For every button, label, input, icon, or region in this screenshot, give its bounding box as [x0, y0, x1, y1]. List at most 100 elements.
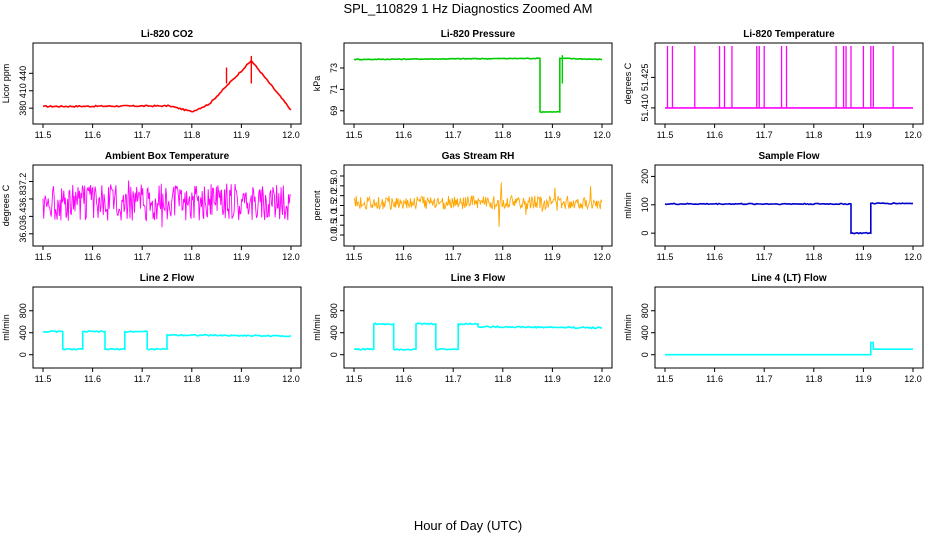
- y-tick-label: 36.8: [18, 190, 28, 208]
- y-tick-label: 69: [329, 106, 339, 116]
- panel-1: Li-820 CO2 Licor ppm 11.5 11.6 11.7 11.8 11.9 1…: [1, 29, 302, 140]
- x-tick-label: 11.5: [657, 374, 674, 384]
- y-tick-label: 0: [329, 352, 339, 357]
- x-tick-label: 11.8: [805, 374, 822, 384]
- x-tick-label: 11.6: [706, 374, 723, 384]
- y-tick-label: 200: [640, 169, 650, 184]
- y-tick-label: 0: [640, 231, 650, 236]
- plot-frame: [32, 164, 302, 247]
- x-tick-label: 11.8: [183, 374, 200, 384]
- x-tick-label: 12.0: [904, 374, 922, 384]
- x-tick-label: 11.5: [35, 130, 52, 140]
- x-tick-label: 11.6: [395, 130, 412, 140]
- panel-title: Line 4 (LT) Flow: [751, 273, 827, 284]
- y-tick-label: 0.5: [329, 219, 339, 232]
- x-tick-label: 12.0: [904, 252, 922, 262]
- x-tick-label: 11.9: [233, 130, 250, 140]
- x-tick-label: 12.0: [593, 130, 611, 140]
- x-tick-label: 11.8: [183, 252, 200, 262]
- panel-title: Line 3 Flow: [451, 273, 506, 284]
- x-axis-caption: Hour of Day (UTC): [413, 518, 523, 533]
- x-tick-label: 11.8: [494, 130, 511, 140]
- x-tick-label: 11.8: [805, 130, 822, 140]
- x-tick-label: 11.6: [84, 252, 101, 262]
- panel-title: Li-820 Temperature: [743, 29, 835, 40]
- series-line: [353, 182, 603, 228]
- series-line: [664, 202, 914, 235]
- y-tick-label: 800: [640, 303, 650, 318]
- plot-frame: [32, 42, 302, 125]
- y-axis-label: ml/min: [1, 314, 11, 341]
- y-tick-label: 380: [18, 101, 28, 116]
- y-tick-label: 37.2: [18, 173, 28, 191]
- x-tick-label: 12.0: [593, 374, 611, 384]
- y-axis-label: degrees C: [1, 184, 11, 226]
- series-line: [42, 180, 292, 228]
- x-tick-label: 11.9: [855, 374, 872, 384]
- x-tick-label: 11.5: [346, 252, 363, 262]
- figure-title: SPL_110829 1 Hz Diagnostics Zoomed AM: [343, 1, 593, 16]
- x-tick-label: 11.6: [84, 130, 101, 140]
- x-tick-label: 12.0: [904, 130, 922, 140]
- x-tick-label: 11.7: [445, 374, 462, 384]
- panel-title: Li-820 CO2: [141, 29, 194, 40]
- y-tick-label: 0: [640, 352, 650, 357]
- panel-4: Ambient Box Temperature degrees C 11.5 11.6…: [1, 151, 302, 262]
- panel-9: Line 4 (LT) Flow ml/min 11.5 11.6 11.7 11.8 11…: [623, 273, 924, 384]
- plot-frame: [343, 286, 613, 369]
- x-tick-label: 11.6: [84, 374, 101, 384]
- panel-title: Gas Stream RH: [442, 151, 515, 162]
- y-tick-label: 800: [329, 303, 339, 318]
- y-tick-label: 2.0: [329, 189, 339, 202]
- x-tick-label: 11.7: [134, 374, 151, 384]
- x-tick-label: 11.6: [706, 130, 723, 140]
- y-tick-label: 410: [18, 83, 28, 98]
- x-tick-label: 12.0: [282, 130, 300, 140]
- x-tick-label: 11.9: [544, 130, 561, 140]
- plot-frame: [654, 286, 924, 369]
- y-tick-label: 2.5: [329, 180, 339, 193]
- x-tick-label: 11.5: [657, 252, 674, 262]
- y-axis-label: degrees C: [623, 62, 633, 104]
- y-tick-label: 71: [329, 84, 339, 94]
- x-tick-label: 11.9: [855, 252, 872, 262]
- x-tick-label: 11.6: [395, 252, 412, 262]
- x-tick-label: 11.5: [35, 252, 52, 262]
- y-tick-label: 400: [18, 325, 28, 340]
- y-tick-label: 100: [640, 197, 650, 212]
- panel-title: Ambient Box Temperature: [105, 151, 230, 162]
- x-tick-label: 11.7: [756, 130, 773, 140]
- x-tick-label: 11.9: [544, 252, 561, 262]
- series-line: [42, 330, 292, 351]
- panel-title: Sample Flow: [758, 151, 819, 162]
- x-tick-label: 11.7: [756, 374, 773, 384]
- x-tick-label: 11.7: [445, 252, 462, 262]
- panel-7: Line 2 Flow ml/min 11.5 11.6 11.7 11.8 11.9 12.…: [1, 273, 302, 384]
- x-tick-label: 11.6: [706, 252, 723, 262]
- x-tick-label: 12.0: [282, 374, 300, 384]
- x-tick-label: 11.5: [657, 130, 674, 140]
- series-line: [42, 59, 292, 113]
- x-tick-label: 11.9: [544, 374, 561, 384]
- y-tick-label: 36.0: [18, 225, 28, 243]
- plot-frame: [32, 286, 302, 369]
- x-tick-label: 11.9: [233, 374, 250, 384]
- x-tick-label: 11.5: [346, 374, 363, 384]
- y-axis-label: ml/min: [623, 314, 633, 341]
- x-tick-label: 11.8: [183, 130, 200, 140]
- y-tick-label: 36.4: [18, 208, 28, 226]
- x-tick-label: 11.9: [233, 252, 250, 262]
- x-tick-label: 12.0: [593, 252, 611, 262]
- x-tick-label: 11.6: [395, 374, 412, 384]
- panel-3: Li-820 Temperature degrees C 11.5 11.6 11.7 1…: [623, 29, 924, 140]
- series-line: [353, 322, 603, 351]
- y-tick-label: 400: [329, 325, 339, 340]
- plot-frame: [654, 42, 924, 125]
- series-line: [353, 57, 602, 114]
- y-tick-label: 51.425: [640, 64, 650, 92]
- panel-title: Line 2 Flow: [140, 273, 195, 284]
- panel-8: Line 3 Flow ml/min 11.5 11.6 11.7 11.8 11.9 12.…: [312, 273, 613, 384]
- y-axis-label: ml/min: [623, 192, 633, 219]
- panel-5: Gas Stream RH percent 11.5 11.6 11.7 11.8 11.9…: [312, 151, 613, 262]
- y-tick-label: 1.5: [329, 199, 339, 212]
